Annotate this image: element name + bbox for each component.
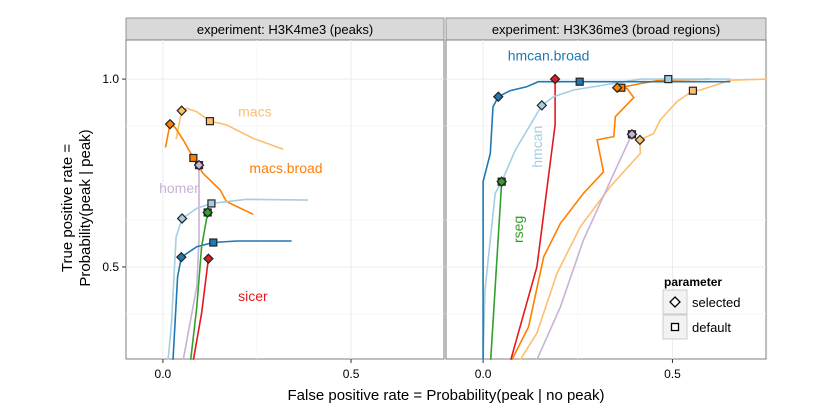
series-label: homer xyxy=(159,180,199,196)
default-marker-hmcan xyxy=(664,74,673,84)
facet-title: experiment: H3K36me3 (broad regions) xyxy=(492,22,720,37)
default-marker-hmcan-broad xyxy=(209,238,218,247)
selected-marker-macs xyxy=(634,134,646,146)
y-axis-title-line1: True positive rate = xyxy=(59,144,76,272)
selected-marker-homer xyxy=(193,159,205,171)
y-tick-label: 1.0 xyxy=(102,72,119,86)
facet-panel: experiment: H3K36me3 (broad regions) 0.0 0… xyxy=(445,17,768,381)
x-tick-label: 0.0 xyxy=(475,367,492,381)
series-label: hmcan.broad xyxy=(508,47,590,63)
series-label: hmcan xyxy=(529,126,545,168)
series-line-rseg xyxy=(489,181,503,360)
default-marker-hmcan-broad xyxy=(575,77,584,86)
selected-marker-hmcan-broad xyxy=(175,251,187,263)
series-line-hmcan xyxy=(167,198,309,360)
selected-marker-hmcan xyxy=(176,213,188,224)
default-marker-macs xyxy=(205,117,215,126)
series-line-homer xyxy=(182,165,200,360)
legend-diamond-icon xyxy=(669,296,681,308)
series-line-rseg xyxy=(189,212,209,360)
series-line-sicer xyxy=(510,79,556,361)
selected-marker-macs-broad xyxy=(164,118,176,130)
y-axis-title-line2: Probability(peak | peak) xyxy=(77,129,94,286)
y-tick-label: 0.5 xyxy=(102,260,119,274)
series-line-hmcan-broad xyxy=(172,240,292,360)
selected-marker-rseg xyxy=(496,176,508,188)
default-marker-macs-broad xyxy=(189,153,198,163)
series-line-homer xyxy=(536,133,633,361)
selected-marker-rseg xyxy=(202,207,214,218)
selected-marker-macs xyxy=(176,105,188,116)
selected-marker-hmcan xyxy=(536,100,548,111)
series-label: macs xyxy=(238,104,271,120)
legend-title: parameter xyxy=(664,275,722,289)
facet-title: experiment: H3K4me3 (peaks) xyxy=(197,22,373,37)
selected-marker-homer xyxy=(626,128,638,140)
x-axis-title: False positive rate = Probability(peak |… xyxy=(288,387,605,404)
series-line-macs xyxy=(519,78,768,361)
selected-marker-hmcan-broad xyxy=(492,91,504,103)
selected-marker-macs-broad xyxy=(611,82,623,94)
legend-square-icon xyxy=(670,322,680,332)
default-marker-macs xyxy=(688,86,698,95)
legend-label-default: default xyxy=(692,320,731,335)
legend-label-selected: selected xyxy=(692,295,740,310)
default-marker-hmcan xyxy=(207,199,216,208)
selected-marker-sicer xyxy=(203,253,214,265)
x-tick-label: 0.5 xyxy=(664,367,681,381)
series-label: sicer xyxy=(238,288,268,304)
legend: parameter selected default xyxy=(662,275,740,340)
x-tick-label: 0.0 xyxy=(155,367,172,381)
series-label: rseg xyxy=(510,216,526,243)
series-line-sicer xyxy=(192,258,210,360)
x-tick-label: 0.5 xyxy=(343,367,360,381)
facet-panel: experiment: H3K4me3 (peaks) 0.0 0.5 0.5 1.0 m… xyxy=(102,17,446,381)
selected-marker-sicer xyxy=(549,73,561,85)
series-label: macs.broad xyxy=(249,160,322,176)
series-line-hmcan-broad xyxy=(482,80,731,360)
series-line-macs-broad xyxy=(511,78,711,361)
